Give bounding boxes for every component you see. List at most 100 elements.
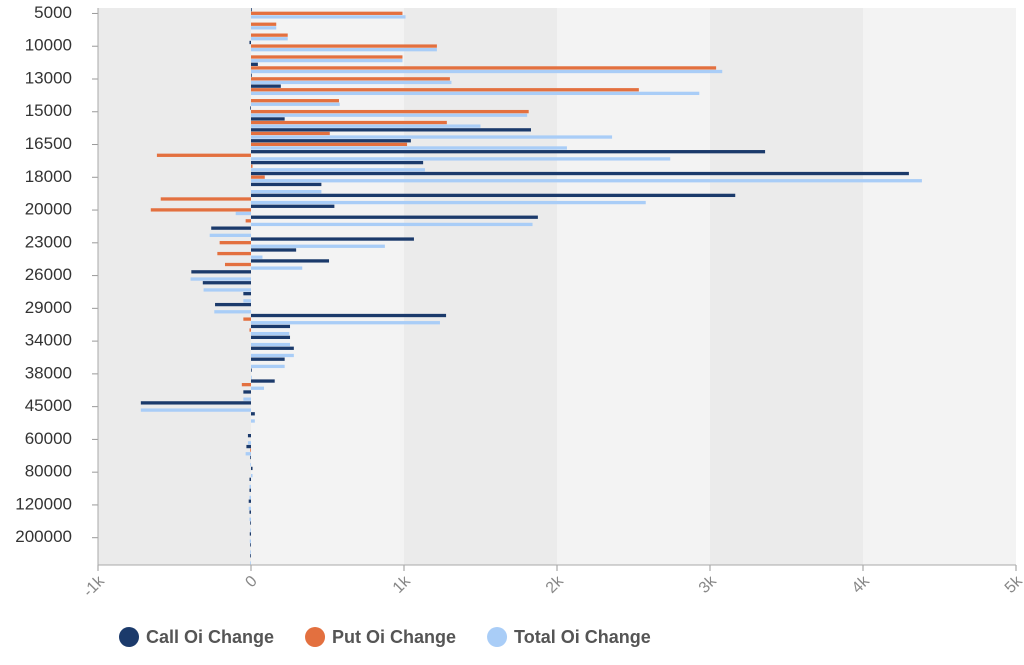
bar (202, 281, 251, 285)
bar (249, 539, 251, 543)
y-tick-label: 200000 (15, 527, 72, 546)
bar (250, 561, 251, 565)
bar (251, 117, 285, 121)
legend-label: Put Oi Change (332, 627, 456, 647)
bar (251, 412, 255, 416)
bar (243, 390, 251, 394)
bar (251, 353, 294, 358)
bar (249, 510, 251, 514)
plot-band (251, 8, 404, 565)
bar (248, 506, 251, 511)
legend-label: Total Oi Change (514, 627, 651, 647)
bar (250, 528, 251, 532)
bar (249, 532, 251, 536)
bar (251, 77, 450, 81)
bar (251, 58, 403, 63)
bar (249, 495, 251, 500)
bar (251, 120, 447, 125)
bar (247, 441, 251, 445)
bar (251, 135, 613, 139)
bar (251, 342, 291, 347)
bar (251, 37, 288, 41)
legend-marker (119, 627, 139, 647)
bar (241, 382, 251, 387)
y-tick-label: 5000 (34, 3, 72, 22)
bar (251, 102, 340, 106)
bar (251, 160, 424, 165)
y-tick-label: 18000 (25, 167, 72, 186)
bar (251, 200, 646, 205)
bar (191, 270, 251, 274)
bar (140, 401, 251, 405)
bar (251, 179, 922, 183)
bar (249, 488, 251, 492)
y-tick-label: 38000 (25, 363, 72, 382)
bar (251, 66, 717, 70)
bar (249, 517, 251, 521)
bar (251, 419, 255, 423)
bar (251, 357, 285, 361)
bar (246, 444, 251, 449)
bar (251, 215, 538, 219)
x-tick-label: 4k (849, 572, 874, 597)
bar (251, 157, 671, 161)
bar (251, 386, 265, 390)
bar (251, 139, 411, 143)
bar (247, 434, 251, 438)
bar (251, 99, 339, 103)
bar (250, 106, 251, 110)
bar (245, 452, 251, 456)
bar (156, 153, 251, 157)
bar (249, 40, 251, 45)
y-tick-label: 26000 (25, 265, 72, 284)
bar (251, 26, 277, 30)
bar (251, 22, 277, 26)
y-tick-label: 60000 (25, 429, 72, 448)
bar (251, 368, 252, 372)
bar (251, 124, 481, 128)
y-tick-label: 45000 (25, 396, 72, 415)
bar (251, 190, 322, 194)
bar (243, 292, 251, 296)
bar (251, 164, 253, 168)
y-tick-label: 120000 (15, 494, 72, 513)
bar (150, 208, 251, 212)
bar (251, 193, 736, 198)
bar (249, 328, 251, 332)
x-tick-label: 0 (242, 573, 260, 591)
bar (224, 262, 251, 267)
y-tick-label: 10000 (25, 36, 72, 55)
bar (251, 168, 425, 172)
bar (251, 335, 291, 340)
bar (214, 310, 251, 314)
bar (251, 313, 447, 318)
bar (251, 150, 766, 154)
bar (251, 109, 529, 114)
bar (211, 226, 251, 230)
bar (245, 219, 251, 223)
bar (215, 302, 251, 307)
bar (251, 131, 330, 136)
bar (251, 113, 528, 117)
x-tick-label: 1k (390, 572, 415, 597)
bar (251, 91, 700, 96)
bar (251, 11, 403, 15)
legend-marker (305, 627, 326, 647)
bar (250, 543, 251, 547)
bar (160, 197, 251, 201)
bar (251, 346, 294, 350)
bar (251, 73, 252, 77)
bar (249, 484, 251, 489)
bar (249, 477, 251, 481)
y-tick-label: 34000 (25, 331, 72, 350)
bar (251, 473, 253, 478)
bar (251, 204, 335, 208)
bar (251, 44, 437, 48)
y-tick-label: 13000 (25, 68, 72, 87)
bar (251, 182, 322, 187)
bar (251, 244, 385, 248)
bar (251, 171, 909, 176)
y-tick-label: 16500 (25, 134, 72, 153)
bar (250, 463, 251, 467)
bar (243, 317, 251, 321)
